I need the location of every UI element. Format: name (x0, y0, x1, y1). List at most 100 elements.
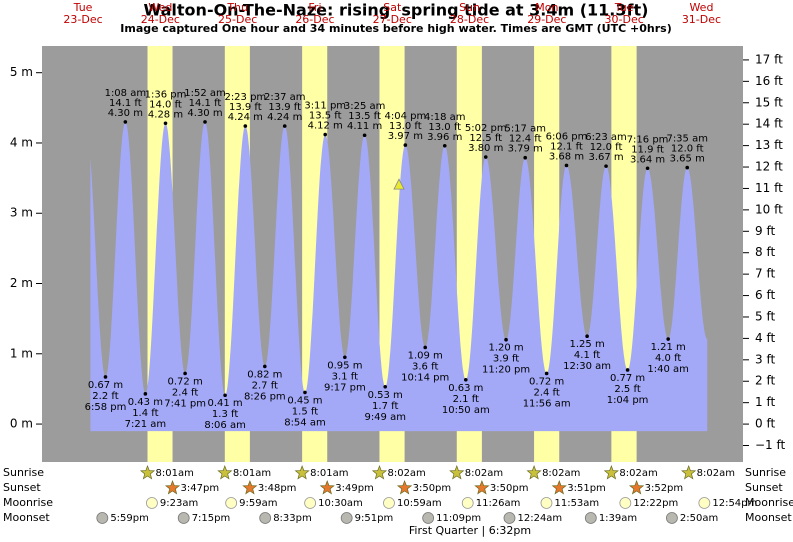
sunrise-time: 8:02am (387, 468, 425, 479)
sunset-time: 3:47pm (181, 483, 220, 494)
tide-height: 3.97 m (388, 131, 423, 142)
y2-tick-label: 0 ft (755, 417, 775, 431)
tide-height: 0.82 m (247, 369, 282, 380)
tide-time: 1:08 am (105, 88, 147, 99)
row-label: Sunset (3, 481, 41, 494)
day-weekday: Thu (226, 1, 248, 14)
tide-time: 6:58 pm (85, 402, 127, 413)
moonset-icon (584, 512, 597, 524)
sunset-icon (319, 480, 335, 495)
tide-feet: 14.1 ft (189, 98, 222, 109)
sunrise-time: 8:02am (465, 468, 503, 479)
day-weekday: Fri (308, 1, 321, 14)
tide-height: 4.28 m (148, 109, 183, 120)
y2-tick-label: 2 ft (755, 374, 775, 388)
y-tick-label: 0 m (10, 417, 33, 431)
y2-tick-label: 12 ft (755, 160, 783, 174)
tide-extreme-dot (303, 390, 307, 395)
chart-title: Walton-On-The-Naze: rising spring tide a… (144, 1, 649, 20)
day-weekday: Tue (614, 1, 634, 14)
tide-feet: 2.1 ft (453, 394, 479, 405)
sunrise-icon (139, 465, 156, 480)
tide-time: 1:40 am (647, 364, 689, 375)
y-tick-label: 4 m (10, 135, 33, 149)
tide-height: 3.67 m (588, 152, 623, 163)
moonset-icon (177, 512, 190, 524)
tide-extreme-dot (383, 385, 388, 389)
tide-extreme-dot (523, 155, 528, 160)
y2-tick-label: −1 ft (755, 438, 786, 452)
moonrise-icon (698, 497, 711, 509)
tide-height: 0.72 m (168, 376, 203, 387)
moonrise-time: 11:26am (476, 498, 521, 509)
tide-feet: 12.0 ft (590, 142, 623, 153)
tide-time: 10:50 am (442, 405, 490, 416)
y2-tick-label: 8 ft (755, 245, 775, 259)
tide-height: 1.09 m (408, 350, 443, 361)
sunrise-icon (449, 465, 465, 480)
row-label: Moonset (745, 511, 792, 524)
sunset-time: 3:52pm (645, 483, 684, 494)
moonrise-time: 9:59am (239, 498, 277, 509)
day-weekday: Mon (535, 1, 558, 14)
moonset-time: 9:51pm (355, 513, 394, 524)
tide-extreme-dot (585, 334, 589, 339)
row-label: Sunrise (745, 466, 786, 479)
moonrise-icon (225, 497, 238, 509)
sunrise-time: 8:02am (619, 468, 657, 479)
moonset-time: 5:59pm (110, 513, 149, 524)
y-tick-label: 3 m (10, 206, 33, 220)
y-tick-label: 2 m (10, 276, 33, 290)
y2-tick-label: 7 ft (755, 267, 775, 281)
tide-height: 0.43 m (128, 397, 163, 408)
tide-extreme-dot (685, 165, 690, 170)
tide-extreme-dot (625, 368, 630, 372)
y2-tick-label: 16 ft (755, 74, 783, 88)
tide-time: 8:26 pm (244, 391, 286, 402)
y2-tick-label: 4 ft (755, 331, 775, 345)
day-date: 26-Dec (295, 13, 334, 26)
tide-height: 0.53 m (368, 390, 403, 401)
sunrise-time: 8:01am (233, 468, 271, 479)
tide-time: 11:56 am (523, 398, 571, 409)
sunset-time: 3:49pm (335, 483, 374, 494)
row-label: Moonrise (3, 496, 53, 509)
tide-height: 0.67 m (88, 380, 123, 391)
moonset-time: 12:24am (517, 513, 562, 524)
tide-time: 11:20 pm (482, 365, 530, 376)
tide-extreme-dot (483, 155, 488, 159)
tide-feet: 3.9 ft (493, 354, 519, 365)
tide-time: 4:18 am (424, 112, 466, 123)
sunrise-icon (371, 465, 388, 480)
day-date: 29-Dec (527, 13, 566, 26)
tide-extreme-dot (223, 393, 227, 398)
tide-height: 4.24 m (267, 112, 302, 123)
tide-extreme-dot (123, 120, 128, 124)
tide-feet: 3.6 ft (412, 361, 438, 372)
tide-height: 0.77 m (610, 373, 645, 384)
tide-extreme-dot (544, 371, 549, 376)
tide-extreme-dot (423, 345, 428, 350)
tide-feet: 2.2 ft (92, 391, 118, 402)
sunset-time: 3:48pm (258, 483, 297, 494)
moonrise-time: 10:30am (318, 498, 363, 509)
y2-tick-label: 15 ft (755, 95, 783, 109)
tide-time: 6:23 am (585, 132, 627, 143)
y2-tick-label: 11 ft (755, 181, 783, 195)
moonset-icon (503, 512, 516, 524)
moonset-icon (422, 512, 435, 524)
sunset-time: 3:50pm (413, 483, 452, 494)
day-date: 27-Dec (373, 13, 412, 26)
tide-height: 3.65 m (670, 154, 705, 165)
tide-extreme-dot (323, 132, 328, 137)
day-weekday: Sun (459, 1, 480, 14)
tide-height: 3.80 m (468, 143, 503, 154)
tide-extreme-dot (645, 166, 650, 171)
tide-height: 3.68 m (549, 151, 584, 162)
sunrise-time: 8:02am (542, 468, 580, 479)
tide-extreme-dot (564, 163, 569, 168)
moonrise-icon (540, 497, 553, 509)
tide-time: 7:16 pm (627, 134, 669, 145)
tide-height: 1.21 m (651, 342, 686, 353)
y2-tick-label: 3 ft (755, 352, 775, 366)
